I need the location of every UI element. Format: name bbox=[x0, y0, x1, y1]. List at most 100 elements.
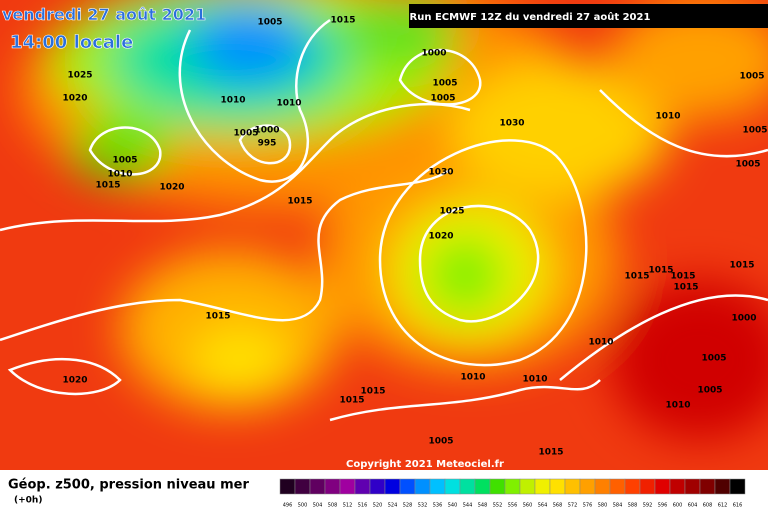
isobar-label: 1015 bbox=[538, 448, 563, 458]
color-scale: 496 500 504 508 512 516 520 524 528 532 536 540 544 5… bbox=[279, 478, 746, 509]
isobar-label: 1020 bbox=[428, 232, 453, 242]
isobar-label: 1000 bbox=[421, 49, 446, 59]
isobar-label: 1015 bbox=[670, 272, 695, 282]
date: vendredi 27 août 2021 bbox=[2, 5, 206, 24]
scale-cell bbox=[414, 478, 431, 495]
scale-cell bbox=[384, 478, 401, 495]
isobar-label: 1005 bbox=[257, 18, 282, 28]
isobar-label: 1005 bbox=[742, 126, 767, 136]
isobar-label: 1005 bbox=[701, 354, 726, 364]
isobar-label: 1030 bbox=[499, 119, 524, 129]
scale-cell bbox=[579, 478, 596, 495]
isobar-label: 1010 bbox=[460, 373, 485, 383]
isobar-label: 1015 bbox=[205, 312, 230, 322]
scale-label: 496 bbox=[283, 503, 293, 509]
scale-label: 600 bbox=[673, 503, 683, 509]
isobar-label: 1015 bbox=[673, 283, 698, 293]
scale-label: 596 bbox=[658, 503, 668, 509]
legend-title: Géop. z500, pression niveau mer bbox=[8, 478, 249, 493]
scale-cell bbox=[594, 478, 611, 495]
isobar-label: 1015 bbox=[339, 396, 364, 406]
isobar-label: 1010 bbox=[655, 112, 680, 122]
scale-cell bbox=[534, 478, 551, 495]
isobar-label: 1005 bbox=[112, 156, 137, 166]
scale-cell bbox=[279, 478, 296, 495]
scale-cell bbox=[669, 478, 686, 495]
isobar-label: 1010 bbox=[665, 401, 690, 411]
scale-cell bbox=[399, 478, 416, 495]
isobar-label: 995 bbox=[258, 139, 277, 149]
scale-cell bbox=[369, 478, 386, 495]
scale-label: 552 bbox=[493, 503, 503, 509]
isobar-label: 1005 bbox=[432, 79, 457, 89]
scale-label: 592 bbox=[643, 503, 653, 509]
isobar-label: 1005 bbox=[735, 160, 760, 170]
scale-cell bbox=[339, 478, 356, 495]
scale-cell bbox=[504, 478, 521, 495]
scale-label: 612 bbox=[718, 503, 728, 509]
scale-cell bbox=[354, 478, 371, 495]
scale-label: 584 bbox=[613, 503, 623, 509]
scale-label: 548 bbox=[478, 503, 488, 509]
isobar-label: 1005 bbox=[428, 437, 453, 447]
scale-label: 616 bbox=[733, 503, 743, 509]
isobar-label: 1015 bbox=[330, 16, 355, 26]
scale-cell bbox=[654, 478, 671, 495]
isobar-label: 1010 bbox=[522, 375, 547, 385]
scale-label: 608 bbox=[703, 503, 713, 509]
scale-label: 560 bbox=[523, 503, 533, 509]
isobar-label: 1020 bbox=[62, 94, 87, 104]
isobar-label: 1020 bbox=[159, 183, 184, 193]
scale-label: 520 bbox=[373, 503, 383, 509]
scale-label: 556 bbox=[508, 503, 518, 509]
isobar-label: 1025 bbox=[67, 71, 92, 81]
scale-cell bbox=[489, 478, 506, 495]
legend-subtitle: (+0h) bbox=[14, 496, 42, 506]
scale-label: 508 bbox=[328, 503, 338, 509]
isobar-label: 1015 bbox=[624, 272, 649, 282]
run-box bbox=[409, 4, 768, 28]
isobar-label: 1010 bbox=[588, 338, 613, 348]
copyright: Copyright 2021 Meteociel.fr bbox=[346, 459, 504, 470]
isobars bbox=[0, 18, 768, 422]
isobar-label: 1000 bbox=[254, 126, 279, 136]
scale-label: 540 bbox=[448, 503, 458, 509]
scale-cell bbox=[459, 478, 476, 495]
isobar-label: 1005 bbox=[233, 129, 258, 139]
isobar-label: 1015 bbox=[729, 261, 754, 271]
scale-cell bbox=[549, 478, 566, 495]
scale-label: 572 bbox=[568, 503, 578, 509]
scale-label: 604 bbox=[688, 503, 698, 509]
scale-label: 504 bbox=[313, 503, 323, 509]
scale-cell bbox=[474, 478, 491, 495]
isobar-label: 1005 bbox=[697, 386, 722, 396]
isobar-label: 1030 bbox=[428, 168, 453, 178]
scale-cell bbox=[714, 478, 731, 495]
scale-cell bbox=[429, 478, 446, 495]
scale-label: 516 bbox=[358, 503, 368, 509]
scale-cell bbox=[564, 478, 581, 495]
scale-cell bbox=[609, 478, 626, 495]
scale-cell bbox=[309, 478, 326, 495]
isobar-label: 1010 bbox=[107, 170, 132, 180]
scale-label: 512 bbox=[343, 503, 353, 509]
scale-cell bbox=[684, 478, 701, 495]
scale-label: 500 bbox=[298, 503, 308, 509]
scale-label: 588 bbox=[628, 503, 638, 509]
scale-label: 564 bbox=[538, 503, 548, 509]
run-label: Run ECMWF 12Z du vendredi 27 août 2021 bbox=[410, 11, 651, 23]
scale-label: 536 bbox=[433, 503, 443, 509]
isobar-label: 1015 bbox=[287, 197, 312, 207]
scale-cell bbox=[624, 478, 641, 495]
scale-cell bbox=[324, 478, 341, 495]
isobar-label: 1015 bbox=[648, 266, 673, 276]
isobar-label: 1020 bbox=[62, 376, 87, 386]
isobar-label: 1015 bbox=[360, 387, 385, 397]
time: 14:00 locale bbox=[10, 32, 133, 53]
isobar-label: 1010 bbox=[276, 99, 301, 109]
scale-cell bbox=[519, 478, 536, 495]
scale-label: 576 bbox=[583, 503, 593, 509]
isobar-label: 1025 bbox=[439, 207, 464, 217]
